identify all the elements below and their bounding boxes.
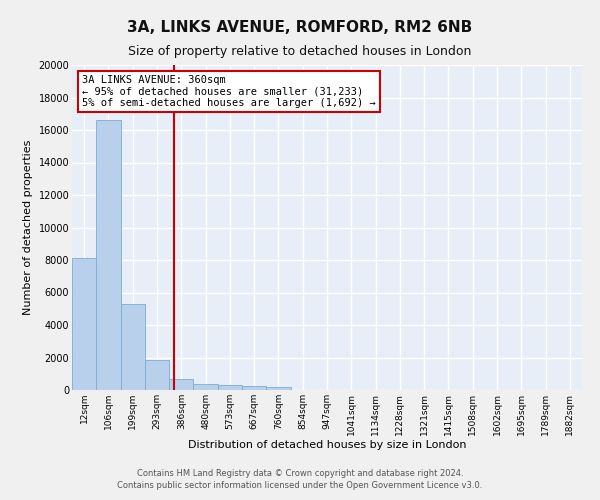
Bar xyxy=(193,384,218,390)
Bar xyxy=(218,386,242,390)
Bar xyxy=(121,304,145,390)
Text: Contains HM Land Registry data © Crown copyright and database right 2024.: Contains HM Land Registry data © Crown c… xyxy=(137,468,463,477)
Bar xyxy=(145,360,169,390)
X-axis label: Distribution of detached houses by size in London: Distribution of detached houses by size … xyxy=(188,440,466,450)
Y-axis label: Number of detached properties: Number of detached properties xyxy=(23,140,33,315)
Text: 3A, LINKS AVENUE, ROMFORD, RM2 6NB: 3A, LINKS AVENUE, ROMFORD, RM2 6NB xyxy=(127,20,473,35)
Text: Contains public sector information licensed under the Open Government Licence v3: Contains public sector information licen… xyxy=(118,481,482,490)
Bar xyxy=(169,378,193,390)
Bar xyxy=(72,258,96,390)
Bar xyxy=(266,387,290,390)
Bar xyxy=(242,386,266,390)
Text: Size of property relative to detached houses in London: Size of property relative to detached ho… xyxy=(128,45,472,58)
Bar xyxy=(96,120,121,390)
Text: 3A LINKS AVENUE: 360sqm
← 95% of detached houses are smaller (31,233)
5% of semi: 3A LINKS AVENUE: 360sqm ← 95% of detache… xyxy=(82,74,376,108)
